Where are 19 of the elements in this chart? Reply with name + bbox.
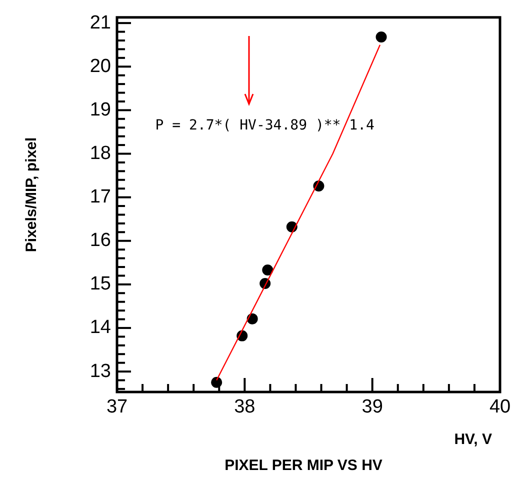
y-tick-label: 16: [90, 230, 111, 252]
point: [262, 264, 274, 276]
x-tick-label: 37: [106, 396, 128, 418]
point: [376, 32, 387, 42]
y-tick-label: 18: [90, 142, 111, 164]
y-tick-label: 21: [90, 12, 111, 34]
y-tick-label: 17: [90, 186, 111, 208]
x-tick-label: 39: [362, 396, 383, 418]
text: PIXEL PER MIP VS HV: [224, 457, 382, 474]
x-tick-label: 40: [489, 396, 511, 418]
y-tick-label: 13: [90, 360, 111, 382]
y-axis-title: Pixels/MIP, pixel: [23, 137, 40, 252]
y-tick-label: 19: [90, 99, 111, 120]
y-tick-label: 15: [90, 274, 111, 295]
annotation: P = 2.7*( HV-34.89 )** 1.4: [155, 118, 374, 134]
y-tick-label: 20: [90, 56, 111, 77]
x-tick-label: 38: [234, 396, 256, 418]
x-axis-title: HV, V: [454, 431, 492, 448]
y-tick-label: 14: [90, 317, 112, 338]
